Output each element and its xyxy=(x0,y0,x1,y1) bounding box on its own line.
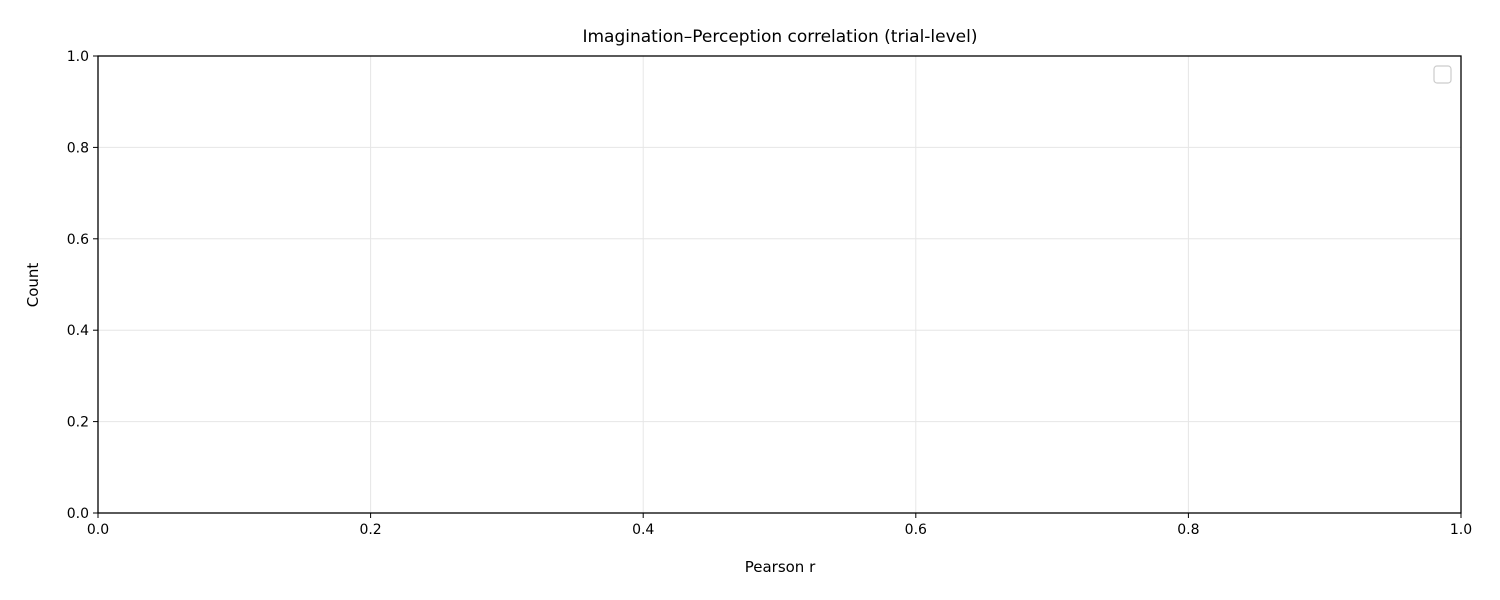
y-tick-label: 1.0 xyxy=(67,49,89,65)
x-axis-label: Pearson r xyxy=(745,558,816,576)
y-tick-label: 0.4 xyxy=(67,323,89,339)
y-tick-label: 0.8 xyxy=(67,140,89,156)
x-tick-label: 0.6 xyxy=(905,522,927,538)
y-axis-label: Count xyxy=(24,263,42,308)
y-tick-label: 0.2 xyxy=(67,415,89,431)
x-tick-label: 0.2 xyxy=(359,522,381,538)
y-axis-ticks: 0.0 0.2 0.4 0.6 0.8 1.0 xyxy=(67,49,98,522)
chart-title: Imagination–Perception correlation (tria… xyxy=(582,27,977,47)
x-tick-label: 0.8 xyxy=(1177,522,1199,538)
x-tick-label: 0.0 xyxy=(87,522,109,538)
plot-frame xyxy=(97,55,1462,514)
x-axis-ticks: 0.0 0.2 0.4 0.6 0.8 1.0 xyxy=(87,513,1472,538)
x-tick-label: 1.0 xyxy=(1450,522,1472,538)
y-tick-label: 0.0 xyxy=(67,506,89,522)
x-tick-label: 0.4 xyxy=(632,522,654,538)
legend-box xyxy=(1433,65,1452,84)
y-tick-label: 0.6 xyxy=(67,232,89,248)
